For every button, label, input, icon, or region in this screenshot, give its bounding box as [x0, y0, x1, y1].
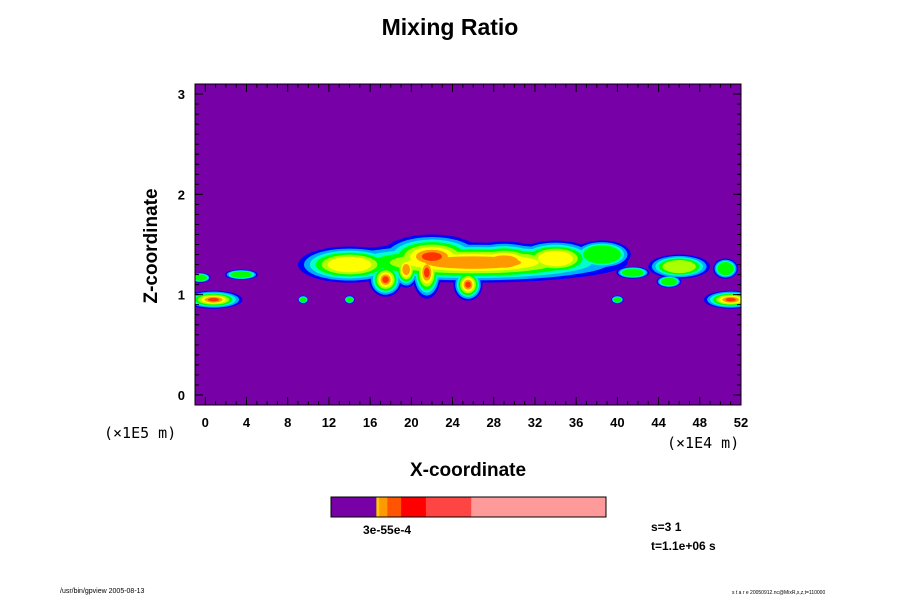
colorbar-segment [387, 497, 402, 517]
field-contour-3-15 [230, 271, 253, 278]
time-label: t=1.1e+06 s [651, 539, 716, 553]
field-contour-3-18 [613, 297, 622, 303]
field-contour-5-1 [327, 256, 372, 273]
field-contour-3-5 [583, 245, 621, 264]
field-contour-5-4 [538, 250, 574, 267]
field-contour-3-20 [660, 277, 677, 286]
colorbar-label: 3e-55e-4 [363, 523, 412, 537]
x-tick-label: 28 [487, 415, 501, 430]
field-contour-7-12 [207, 297, 220, 302]
x-tick-label: 20 [404, 415, 418, 430]
x-scale-label: (×1E4 m) [667, 434, 740, 452]
y-tick-label: 0 [178, 388, 185, 403]
x-tick-label: 44 [651, 415, 666, 430]
y-tick-label: 2 [178, 187, 185, 202]
x-axis-title: X-coordinate [409, 460, 527, 481]
field-contour-6-11 [402, 263, 411, 276]
x-tick-label: 40 [610, 415, 624, 430]
field-contour-3-16 [299, 297, 307, 303]
x-tick-label: 36 [569, 415, 583, 430]
field-contour-3-19 [622, 268, 644, 277]
colorbar-segment [331, 497, 377, 517]
field-contour-7-13 [725, 297, 736, 302]
x-tick-label: 32 [528, 415, 542, 430]
colorbar-segment [425, 497, 472, 517]
x-tick-label: 16 [363, 415, 377, 430]
colorbar [330, 496, 607, 518]
colorbar-segment [471, 497, 607, 517]
x-tick-label: 0 [202, 415, 209, 430]
footer-source: s t a r e 20050912.nc@MixR,x,z,t=110000 [732, 590, 826, 596]
y-tick-label: 1 [178, 288, 185, 303]
x-tick-label: 24 [445, 415, 460, 430]
step-label: s=3 1 [651, 520, 682, 534]
colorbar-segment [401, 497, 427, 517]
mixing-ratio-field [195, 234, 741, 309]
y-scale-label: (×1E5 m) [104, 424, 177, 442]
x-tick-label: 52 [734, 415, 748, 430]
colorbar-segment [379, 497, 388, 517]
field-contour-7-2 [421, 252, 442, 261]
field-contour-3-17 [346, 297, 353, 303]
field-contour-3-7 [717, 262, 734, 276]
field-contour-7-8 [382, 276, 389, 283]
field-contour-7-9 [423, 267, 430, 278]
field-contour-3-14 [195, 274, 207, 281]
colorbar-frame [330, 496, 607, 518]
x-tick-label: 12 [322, 415, 336, 430]
field-contour-4-6 [662, 260, 696, 274]
chart-title: Mixing Ratio [381, 14, 519, 40]
footer-command: /usr/bin/gpview 2005-08-13 [60, 588, 145, 595]
y-tick-label: 3 [178, 87, 185, 102]
field-contour-6-3 [489, 255, 519, 268]
colorbar-segment [376, 497, 380, 517]
x-tick-label: 48 [693, 415, 707, 430]
field-contour-7-10 [465, 281, 471, 288]
x-tick-label: 8 [284, 415, 291, 430]
x-tick-label: 4 [243, 415, 251, 430]
